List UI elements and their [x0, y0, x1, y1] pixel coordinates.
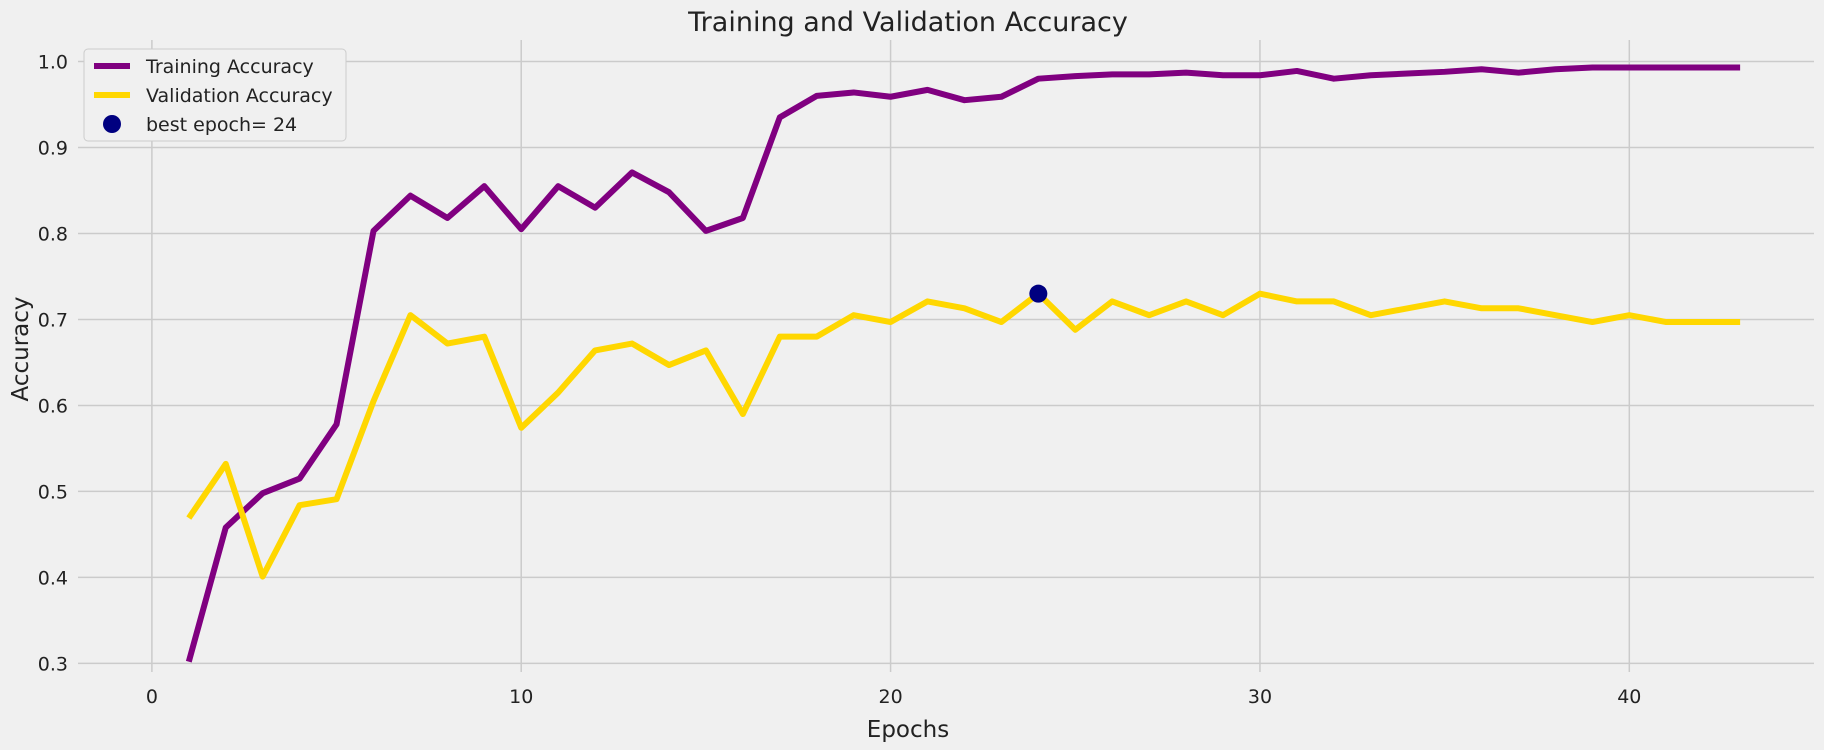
y-axis-label: Accuracy [8, 296, 34, 401]
x-tick-labels: 0 10 20 30 40 [146, 686, 1642, 708]
x-tick-label: 40 [1617, 686, 1641, 708]
y-tick-label: 0.6 [38, 395, 68, 417]
validation-accuracy-line [186, 290, 1741, 580]
legend-label-validation: Validation Accuracy [146, 85, 333, 107]
legend-label-best-epoch: best epoch= 24 [146, 114, 297, 136]
legend-swatch-best-epoch [103, 115, 121, 133]
x-tick-label: 0 [146, 686, 158, 708]
y-tick-label: 0.4 [38, 567, 68, 589]
training-accuracy-line [185, 64, 1741, 663]
series-lines [185, 64, 1741, 663]
legend: Training Accuracy Validation Accuracy be… [83, 48, 347, 142]
grid [78, 40, 1814, 672]
legend-label-training: Training Accuracy [145, 56, 314, 78]
chart-title: Training and Validation Accuracy [687, 7, 1128, 38]
x-axis-label: Epochs [867, 717, 949, 743]
y-tick-label: 0.8 [38, 223, 68, 245]
x-tick-label: 10 [509, 686, 533, 708]
x-tick-label: 30 [1248, 686, 1272, 708]
y-tick-label: 0.7 [38, 309, 68, 331]
y-tick-label: 0.5 [38, 481, 68, 503]
legend-box [83, 48, 347, 142]
best-epoch-marker [1029, 284, 1048, 303]
x-tick-label: 20 [879, 686, 903, 708]
y-tick-label: 0.9 [38, 137, 68, 159]
best-epoch-marker-group [1029, 284, 1048, 303]
y-tick-label: 0.3 [38, 653, 68, 675]
y-tick-labels: 0.3 0.4 0.5 0.6 0.7 0.8 0.9 1.0 [38, 51, 68, 675]
y-tick-label: 1.0 [38, 51, 68, 73]
